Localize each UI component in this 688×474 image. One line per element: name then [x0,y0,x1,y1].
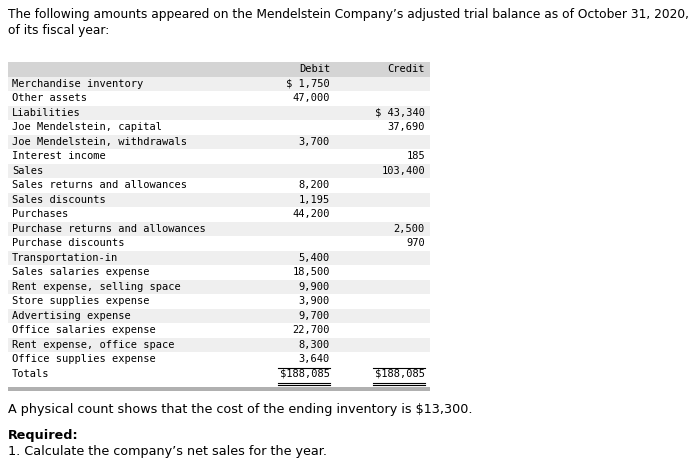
Bar [8,309,430,323]
Text: Rent expense, office space: Rent expense, office space [12,340,175,350]
Text: Required:: Required: [8,429,78,442]
Bar [8,221,430,236]
Bar [8,76,430,91]
Text: Purchase returns and allowances: Purchase returns and allowances [12,224,206,234]
Bar [8,62,430,76]
Text: Transportation-in: Transportation-in [12,253,118,263]
Text: $188,085: $188,085 [280,369,330,379]
Text: 8,300: 8,300 [299,340,330,350]
Bar [8,387,430,391]
Bar [8,207,430,221]
Text: of its fiscal year:: of its fiscal year: [8,24,109,37]
Text: 44,200: 44,200 [292,209,330,219]
Bar [8,250,430,265]
Text: Advertising expense: Advertising expense [12,311,131,321]
Bar [8,106,430,120]
Bar [8,265,430,280]
Text: 2,500: 2,500 [394,224,425,234]
Text: Joe Mendelstein, withdrawals: Joe Mendelstein, withdrawals [12,137,187,147]
Bar [8,135,430,149]
Bar [8,178,430,192]
Text: Joe Mendelstein, capital: Joe Mendelstein, capital [12,122,162,132]
Text: 970: 970 [406,238,425,248]
Text: 8,200: 8,200 [299,180,330,190]
Text: 37,690: 37,690 [387,122,425,132]
Text: Sales discounts: Sales discounts [12,195,106,205]
Text: 185: 185 [406,151,425,161]
Bar [8,192,430,207]
Text: 3,900: 3,900 [299,296,330,306]
Text: 47,000: 47,000 [292,93,330,103]
Text: $ 43,340: $ 43,340 [375,108,425,118]
Text: A physical count shows that the cost of the ending inventory is $13,300.: A physical count shows that the cost of … [8,403,473,416]
Text: 9,900: 9,900 [299,282,330,292]
Bar [8,236,430,250]
Bar [8,91,430,106]
Bar [8,120,430,135]
Bar [8,280,430,294]
Bar [8,337,430,352]
Text: Other assets: Other assets [12,93,87,103]
Text: Store supplies expense: Store supplies expense [12,296,149,306]
Text: 1. Calculate the company’s net sales for the year.: 1. Calculate the company’s net sales for… [8,445,327,458]
Text: Office salaries expense: Office salaries expense [12,325,155,335]
Text: Sales salaries expense: Sales salaries expense [12,267,149,277]
Bar [8,164,430,178]
Text: Debit: Debit [299,64,330,74]
Text: Office supplies expense: Office supplies expense [12,354,155,364]
Text: Sales: Sales [12,166,43,176]
Text: $ 1,750: $ 1,750 [286,79,330,89]
Text: $188,085: $188,085 [375,369,425,379]
Text: 5,400: 5,400 [299,253,330,263]
Text: Rent expense, selling space: Rent expense, selling space [12,282,181,292]
Text: 3,700: 3,700 [299,137,330,147]
Text: Interest income: Interest income [12,151,106,161]
Text: Merchandise inventory: Merchandise inventory [12,79,143,89]
Text: Totals: Totals [12,369,50,379]
Bar [8,149,430,164]
Text: Purchase discounts: Purchase discounts [12,238,125,248]
Text: Liabilities: Liabilities [12,108,80,118]
Text: Sales returns and allowances: Sales returns and allowances [12,180,187,190]
Text: The following amounts appeared on the Mendelstein Company’s adjusted trial balan: The following amounts appeared on the Me… [8,8,688,21]
Text: 22,700: 22,700 [292,325,330,335]
Bar [8,294,430,309]
Text: 1,195: 1,195 [299,195,330,205]
Text: 18,500: 18,500 [292,267,330,277]
Bar [8,352,430,366]
Text: 103,400: 103,400 [381,166,425,176]
Text: 9,700: 9,700 [299,311,330,321]
Bar [8,366,430,381]
Text: 3,640: 3,640 [299,354,330,364]
Text: Purchases: Purchases [12,209,68,219]
Text: Credit: Credit [387,64,425,74]
Bar [8,323,430,337]
